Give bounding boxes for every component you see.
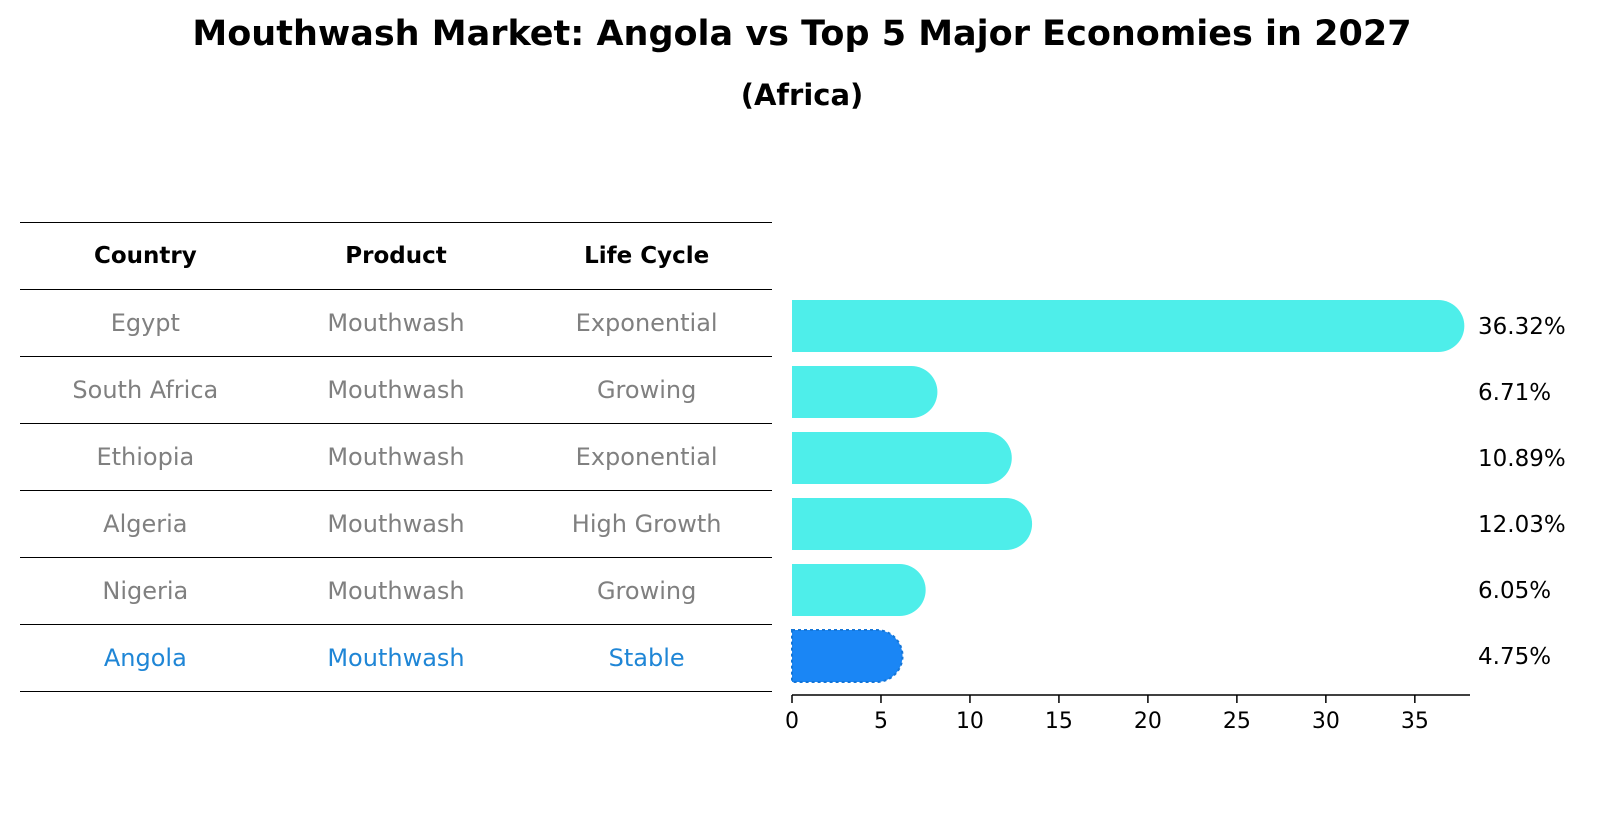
bar-egypt [792, 300, 1465, 352]
bar-nigeria [792, 564, 926, 616]
x-tick-label: 0 [785, 709, 799, 734]
table-row: Ethiopia Mouthwash Exponential [20, 423, 772, 490]
value-label: 10.89% [1478, 446, 1566, 472]
table-row: Algeria Mouthwash High Growth [20, 490, 772, 557]
product-cell: Mouthwash [327, 443, 465, 471]
value-label: 6.71% [1478, 380, 1551, 406]
country-cell: Ethiopia [96, 443, 195, 471]
bar-angola [791, 629, 904, 683]
x-tick-label: 20 [1134, 709, 1162, 734]
country-cell: Egypt [110, 309, 180, 337]
life-cycle-cell: High Growth [571, 510, 722, 538]
life-cycle-cell: Stable [608, 644, 685, 672]
country-cell: Algeria [103, 510, 188, 538]
table-row: Egypt Mouthwash Exponential [20, 289, 772, 356]
value-label: 6.05% [1478, 578, 1551, 604]
value-label: 4.75% [1478, 644, 1551, 670]
country-cell: Angola [103, 644, 187, 672]
product-cell: Mouthwash [327, 510, 465, 538]
chart-title: Mouthwash Market: Angola vs Top 5 Major … [192, 14, 1412, 54]
life-cycle-cell: Exponential [575, 309, 718, 337]
chart-subtitle: (Africa) [740, 78, 864, 112]
x-tick-label: 30 [1312, 709, 1340, 734]
product-cell: Mouthwash [327, 644, 465, 672]
bar-south-africa [792, 366, 938, 418]
x-tick-label: 5 [874, 709, 888, 734]
value-label: 12.03% [1478, 512, 1566, 538]
bar-algeria [792, 498, 1033, 550]
product-cell: Mouthwash [327, 376, 465, 404]
life-cycle-cell: Growing [596, 376, 697, 404]
table-row: South Africa Mouthwash Growing [20, 356, 772, 423]
header-product: Product [345, 243, 447, 269]
table-row-highlighted: Angola Mouthwash Stable [20, 624, 772, 692]
product-cell: Mouthwash [327, 309, 465, 337]
market-table: Country Product Life Cycle Egypt Mouthwa… [20, 222, 772, 692]
x-tick-label: 35 [1401, 709, 1429, 734]
table-header-row: Country Product Life Cycle [20, 222, 772, 289]
life-cycle-cell: Growing [596, 577, 697, 605]
country-cell: South Africa [72, 376, 219, 404]
life-cycle-cell: Exponential [575, 443, 718, 471]
product-cell: Mouthwash [327, 577, 465, 605]
x-tick-label: 25 [1223, 709, 1251, 734]
country-cell: Nigeria [102, 577, 189, 605]
table-row: Nigeria Mouthwash Growing [20, 557, 772, 624]
bar-ethiopia [792, 432, 1012, 484]
x-tick-label: 15 [1045, 709, 1073, 734]
header-life-cycle: Life Cycle [584, 243, 710, 269]
header-country: Country [93, 243, 197, 269]
value-label: 36.32% [1478, 314, 1566, 340]
x-tick-label: 10 [956, 709, 984, 734]
